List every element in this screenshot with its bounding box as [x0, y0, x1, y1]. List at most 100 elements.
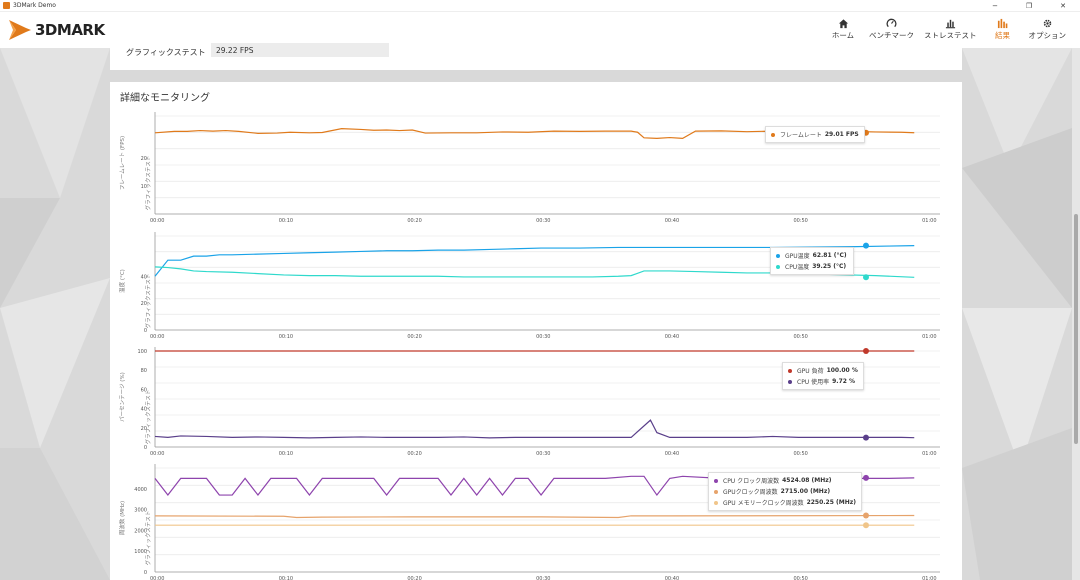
- legend-series-name: GPU メモリークロック周波数: [723, 500, 804, 507]
- legend-series-value: 39.25 (°C): [812, 263, 847, 270]
- nav-benchmark[interactable]: ベンチマーク: [869, 16, 914, 41]
- y-tick-label: 40: [141, 274, 147, 280]
- legend-item: CPU 使用率 9.72 %: [788, 376, 858, 387]
- x-tick-label: 01:00: [922, 451, 936, 457]
- nav-results-label: 結果: [995, 31, 1010, 40]
- chart-2-legend: GPU温度 62.81 (°C) CPU温度 39.25 (°C): [770, 247, 854, 275]
- legend-item: GPU 負荷 100.00 %: [788, 365, 858, 376]
- legend-dot: [714, 489, 718, 494]
- series-line-2: [154, 419, 915, 439]
- legend-item: GPU メモリークロック周波数 2250.25 (MHz): [714, 497, 856, 508]
- y-tick-label: 20: [141, 156, 147, 162]
- series-line-1: [154, 475, 915, 497]
- x-tick-label: 01:00: [922, 218, 936, 224]
- legend-dot: [788, 368, 792, 373]
- x-tick-label: 00:10: [279, 218, 293, 224]
- x-tick-label: 00:00: [150, 218, 164, 224]
- y-tick-label: 20: [141, 426, 147, 432]
- logo-icon: [9, 20, 31, 40]
- x-tick-label: 00:40: [665, 334, 679, 340]
- x-tick-label: 00:00: [150, 451, 164, 457]
- x-tick-label: 00:30: [536, 451, 550, 457]
- main-nav: ホーム ベンチマーク ストレステスト 結果 オプション: [827, 16, 1066, 41]
- series-end-point: [863, 242, 869, 249]
- x-tick-label: 00:30: [536, 576, 550, 580]
- x-tick-label: 00:30: [536, 334, 550, 340]
- y-tick-label: 0: [144, 570, 147, 576]
- logo-text: 3DMARK: [35, 21, 105, 39]
- nav-results[interactable]: 結果: [987, 16, 1019, 41]
- chart-4-legend: CPU クロック周波数 4524.08 (MHz) GPUクロック周波数 2715.0…: [708, 472, 862, 511]
- result-label: グラフィックステスト: [126, 48, 206, 57]
- legend-item: GPUクロック周波数 2715.00 (MHz): [714, 486, 856, 497]
- maximize-button[interactable]: ❐: [1025, 2, 1033, 10]
- window-title: 3DMark Demo: [13, 2, 56, 9]
- chart-3-legend: GPU 負荷 100.00 % CPU 使用率 9.72 %: [782, 362, 864, 390]
- nav-stress-test[interactable]: ストレステスト: [924, 16, 977, 41]
- nav-home[interactable]: ホーム: [827, 16, 859, 41]
- x-tick-label: 00:30: [536, 218, 550, 224]
- y-tick-label: 4000: [134, 487, 147, 493]
- legend-series-name: GPUクロック周波数: [723, 489, 778, 496]
- x-tick-label: 00:20: [407, 218, 421, 224]
- legend-dot: [714, 500, 718, 505]
- close-button[interactable]: ✕: [1060, 2, 1066, 10]
- legend-dot: [771, 132, 775, 137]
- result-card: グラフィックステスト 29.22 FPS: [110, 38, 962, 70]
- gear-icon: [1042, 16, 1053, 30]
- x-tick-label: 00:40: [665, 218, 679, 224]
- window-titlebar: 3DMark Demo − ❐ ✕: [0, 0, 1080, 12]
- background-pattern: [0, 48, 1072, 580]
- result-value: 29.22 FPS: [211, 43, 389, 57]
- x-tick-label: 00:20: [407, 451, 421, 457]
- side-label: グラフィックステスト: [144, 274, 152, 329]
- legend-dot: [714, 478, 718, 483]
- nav-benchmark-label: ベンチマーク: [869, 31, 914, 40]
- nav-options-label: オプション: [1028, 31, 1067, 40]
- legend-dot: [788, 379, 792, 384]
- minimize-button[interactable]: −: [992, 2, 998, 10]
- legend-item: CPU温度 39.25 (°C): [776, 261, 848, 272]
- legend-series-name: CPU クロック周波数: [723, 478, 780, 485]
- series-end-point: [863, 474, 869, 481]
- x-tick-label: 00:20: [407, 576, 421, 580]
- scrollbar-thumb[interactable]: [1074, 214, 1078, 444]
- legend-series-value: 100.00 %: [826, 367, 858, 374]
- nav-stress-test-label: ストレステスト: [924, 31, 977, 40]
- x-tick-label: 00:50: [793, 334, 807, 340]
- x-tick-label: 01:00: [922, 334, 936, 340]
- chart-3: 0 20 40 60 80 100 パーセンテージ (%) グラフィックステスト 00:00 00…: [119, 347, 940, 457]
- legend-dot: [776, 253, 780, 258]
- legend-series-value: 62.81 (°C): [812, 252, 847, 259]
- vertical-scrollbar[interactable]: [1072, 48, 1080, 580]
- y-axis-label: パーセンテージ (%): [119, 372, 126, 422]
- series-end-point: [863, 434, 869, 441]
- legend-series-name: CPU温度: [785, 264, 810, 271]
- series-line-2: [154, 266, 915, 278]
- legend-item: CPU クロック周波数 4524.08 (MHz): [714, 475, 856, 486]
- side-label: グラフィックステスト: [144, 156, 152, 211]
- x-tick-label: 00:10: [279, 576, 293, 580]
- y-tick-label: 20: [141, 301, 147, 307]
- nav-home-label: ホーム: [831, 31, 855, 40]
- x-tick-label: 00:00: [150, 576, 164, 580]
- side-label: グラフィックステスト: [144, 511, 152, 566]
- monitoring-charts: 10 20 フレームレート (FPS) グラフィックステスト 00:00 00:10 00:…: [118, 112, 940, 580]
- x-tick-label: 00:40: [665, 451, 679, 457]
- results-bars-icon: [997, 16, 1008, 30]
- nav-options[interactable]: オプション: [1028, 16, 1067, 41]
- logo[interactable]: 3DMARK: [8, 16, 128, 44]
- legend-series-value: 4524.08 (MHz): [782, 477, 832, 484]
- legend-series-name: GPU 負荷: [797, 368, 824, 375]
- stress-bars-icon: [945, 16, 956, 30]
- series-end-point: [863, 274, 869, 281]
- y-tick-label: 0: [144, 328, 147, 334]
- monitoring-title: 詳細なモニタリング: [120, 93, 210, 104]
- y-tick-label: 60: [141, 387, 147, 393]
- series-end-point: [863, 522, 869, 529]
- x-tick-label: 00:50: [793, 218, 807, 224]
- monitoring-panel: 詳細なモニタリング 10 20 フレームレート (FPS) グラフィックステスト 00:…: [110, 82, 962, 580]
- x-tick-label: 00:50: [793, 451, 807, 457]
- chart-1-legend: フレームレート 29.01 FPS: [765, 126, 865, 143]
- x-tick-label: 00:50: [793, 576, 807, 580]
